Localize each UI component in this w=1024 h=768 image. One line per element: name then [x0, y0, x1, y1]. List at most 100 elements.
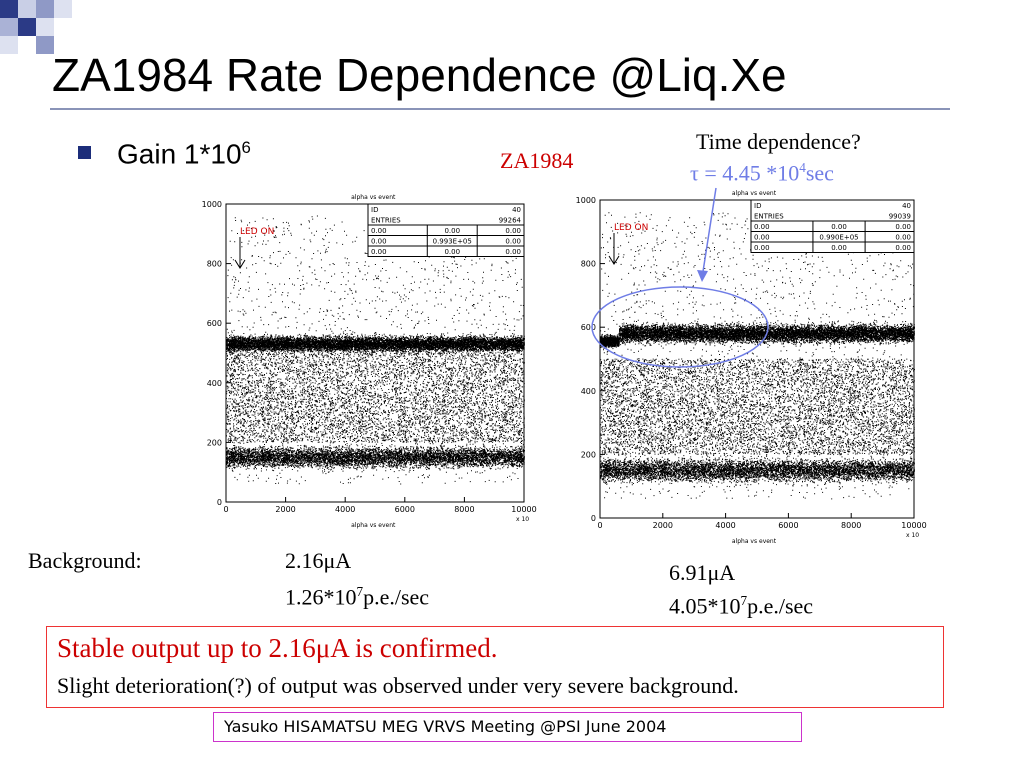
- x-tick-label: 0: [597, 521, 602, 530]
- stats-cell: 0.00: [754, 223, 770, 231]
- conclusion-box: Stable output up to 2.16μA is confirmed.…: [46, 626, 944, 708]
- stats-cell: ID: [371, 206, 378, 214]
- stats-cell: 99264: [499, 217, 522, 225]
- stats-cell: 0.00: [831, 223, 847, 231]
- decor-square: [36, 18, 54, 36]
- stats-cell: 0.00: [505, 227, 521, 235]
- background-label: Background:: [28, 548, 142, 573]
- decor-square: [0, 0, 18, 18]
- y-tick-label: 0: [217, 498, 222, 507]
- stats-box: [367, 203, 525, 257]
- za-label: ZA1984: [500, 148, 574, 173]
- y-tick-label: 400: [207, 379, 222, 388]
- bg-left-rate-exp: 7: [356, 584, 364, 599]
- y-tick-label: 400: [581, 387, 596, 396]
- stats-cell: 0.00: [444, 227, 460, 235]
- conclusion-line-2: Slight deterioration(?) of output was ob…: [57, 673, 739, 698]
- tau-value: τ = 4.45 *104sec: [690, 160, 834, 186]
- stats-box: [750, 199, 915, 253]
- y-tick-label: 1000: [576, 196, 596, 205]
- bg-right-rate-pre: 4.05*10: [669, 593, 741, 619]
- x-tick-label: 6000: [395, 505, 415, 514]
- stats-cell: 0.00: [831, 244, 847, 252]
- bg-left-rate: 1.26*107p.e./sec: [285, 584, 429, 610]
- stats-cell: 0.00: [895, 223, 911, 231]
- x-tick-label: 0: [223, 505, 228, 514]
- stats-cell: 99039: [889, 213, 911, 221]
- decor-square: [36, 0, 54, 18]
- decor-square: [36, 36, 54, 54]
- stats-cell: 0.00: [754, 234, 770, 242]
- x-tick-label: 10000: [901, 521, 926, 530]
- y-tick-label: 600: [581, 323, 596, 332]
- stats-cell: 0.00: [754, 244, 770, 252]
- stats-cell: 0.00: [895, 244, 911, 252]
- tau-symbol: τ: [690, 160, 699, 186]
- led-on-label: LED ON: [614, 223, 648, 233]
- stats-cell: ENTRIES: [754, 213, 784, 221]
- x-multiplier: x 10: [516, 516, 529, 523]
- bg-right-rate-unit: p.e./sec: [747, 593, 814, 619]
- bg-left-rate-unit: p.e./sec: [363, 584, 430, 610]
- stats-cell: 0.00: [371, 238, 387, 246]
- bg-right-current: 6.91μA: [669, 560, 736, 585]
- conclusion-line-1: Stable output up to 2.16μA is confirmed.: [57, 633, 498, 663]
- led-arrow-head-icon: [608, 255, 620, 265]
- tau-pre: = 4.45 *10: [698, 160, 800, 186]
- title-divider: [50, 108, 950, 110]
- stats-cell: 0.00: [371, 248, 387, 256]
- bg-right-rate: 4.05*107p.e./sec: [669, 593, 813, 619]
- x-tick-label: 2000: [275, 505, 295, 514]
- stats-cell: 0.990E+05: [819, 234, 858, 242]
- x-tick-label: 2000: [653, 521, 673, 530]
- stats-cell: 40: [902, 202, 911, 210]
- tau-exp: 4: [799, 160, 806, 175]
- x-tick-label: 6000: [778, 521, 798, 530]
- decor-square: [0, 18, 18, 36]
- y-tick-label: 800: [207, 260, 222, 269]
- led-arrow-head-icon: [234, 259, 246, 269]
- stats-cell: 40: [512, 206, 521, 214]
- stats-cell: ENTRIES: [371, 217, 401, 225]
- y-tick-label: 200: [581, 450, 596, 459]
- decor-square: [0, 36, 18, 54]
- plot-title: alpha vs event: [732, 190, 777, 197]
- y-tick-label: 800: [581, 260, 596, 269]
- x-multiplier: x 10: [906, 532, 919, 539]
- bg-left-current: 2.16μA: [285, 548, 352, 573]
- y-tick-label: 200: [207, 438, 222, 447]
- x-tick-label: 4000: [715, 521, 735, 530]
- bg-right-rate-exp: 7: [740, 593, 748, 608]
- x-tick-label: 10000: [511, 505, 536, 514]
- bullet-square-icon: [78, 146, 91, 160]
- y-tick-label: 0: [591, 514, 596, 523]
- bullet-text: Gain 1*10: [117, 138, 242, 170]
- stats-cell: 0.993E+05: [433, 238, 472, 246]
- decor-square: [18, 0, 36, 18]
- tau-unit: sec: [805, 160, 834, 186]
- plot-title: alpha vs event: [351, 194, 396, 201]
- x-axis-label: alpha vs event: [351, 522, 396, 529]
- x-axis-label: alpha vs event: [732, 538, 777, 545]
- stats-cell: 0.00: [895, 234, 911, 242]
- y-tick-label: 600: [207, 319, 222, 328]
- time-dependence-label: Time dependence?: [696, 129, 861, 154]
- y-tick-label: 1000: [202, 200, 222, 209]
- scatter-points: [226, 215, 525, 485]
- led-on-label: LED ON: [240, 227, 274, 237]
- slide-title: ZA1984 Rate Dependence @Liq.Xe: [52, 49, 787, 101]
- stats-cell: 0.00: [505, 248, 521, 256]
- footer-box: Yasuko HISAMATSU MEG VRVS Meeting @PSI J…: [213, 712, 802, 742]
- decor-square: [18, 18, 36, 36]
- stats-cell: 0.00: [371, 227, 387, 235]
- bullet-gain: Gain 1*106: [78, 138, 251, 170]
- decor-square: [54, 0, 72, 18]
- bullet-exponent: 6: [241, 138, 251, 157]
- x-tick-label: 4000: [335, 505, 355, 514]
- scatter-points: [600, 212, 915, 500]
- footer-text: Yasuko HISAMATSU MEG VRVS Meeting @PSI J…: [224, 717, 667, 736]
- x-tick-label: 8000: [454, 505, 474, 514]
- stats-cell: 0.00: [505, 238, 521, 246]
